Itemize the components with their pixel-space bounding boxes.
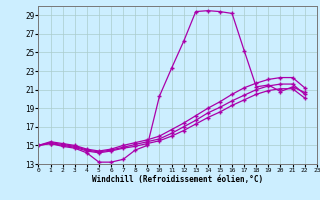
X-axis label: Windchill (Refroidissement éolien,°C): Windchill (Refroidissement éolien,°C) xyxy=(92,175,263,184)
